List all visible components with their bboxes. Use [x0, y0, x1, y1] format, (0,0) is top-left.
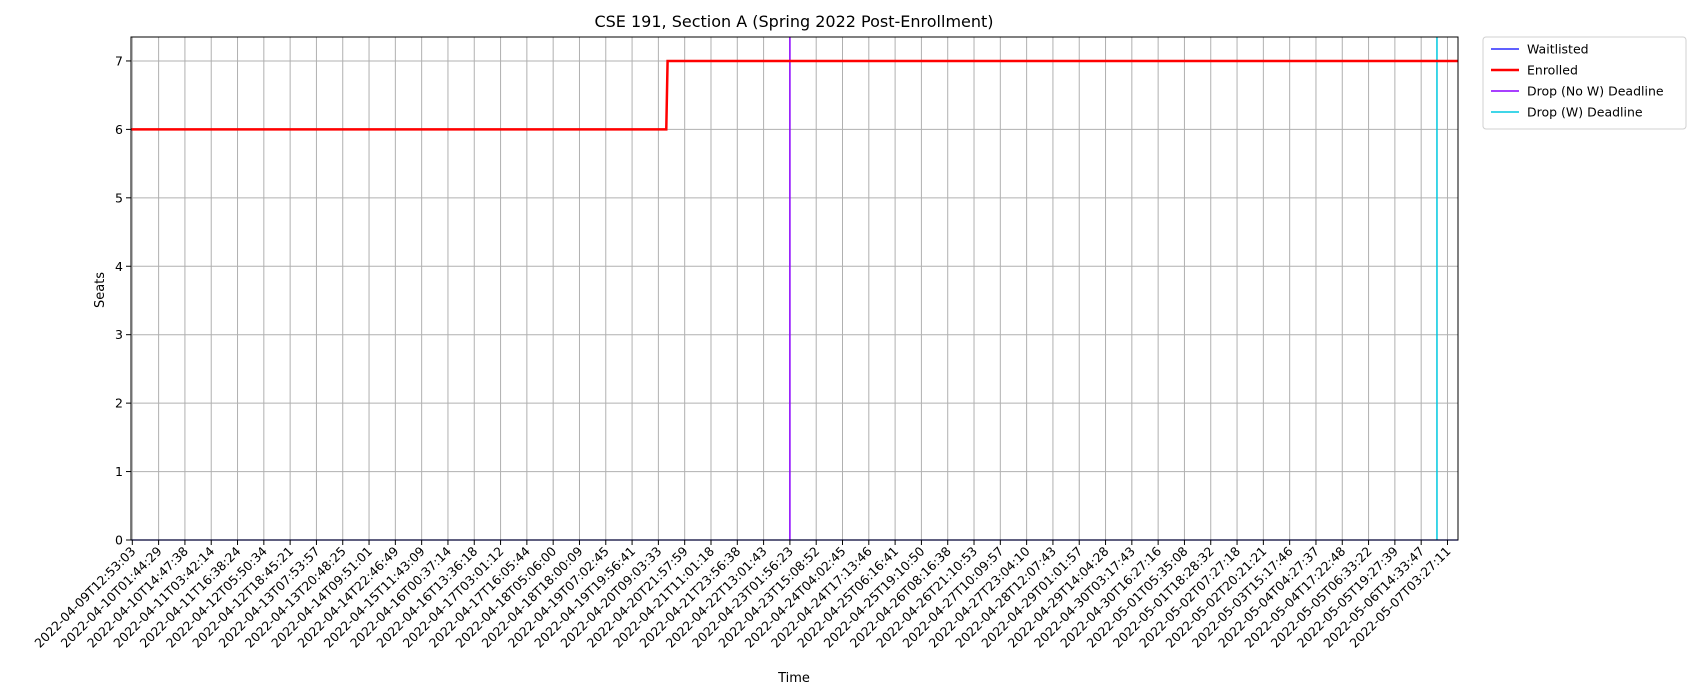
x-axis: 2022-04-09T12:53:032022-04-10T01:44:2920… [31, 540, 1454, 651]
y-tick-label: 4 [115, 259, 123, 274]
y-axis-label: Seats [93, 272, 108, 308]
y-tick-label: 3 [115, 327, 123, 342]
legend-box [1482, 36, 1687, 130]
chart-title: CSE 191, Section A (Spring 2022 Post-Enr… [594, 12, 993, 31]
y-tick-label: 5 [115, 190, 123, 205]
x-axis-label: Time [777, 671, 810, 686]
y-tick-label: 0 [115, 533, 123, 548]
y-tick-label: 7 [115, 53, 123, 68]
legend-label: Drop (No W) Deadline [1527, 84, 1664, 99]
series-line [131, 59, 1458, 131]
grid-lines [131, 37, 1458, 541]
plot-frame [130, 36, 1459, 541]
y-tick-label: 1 [115, 464, 123, 479]
y-axis: 0 1 2 3 4 5 6 7 [115, 53, 131, 548]
legend-label: Drop (W) Deadline [1527, 105, 1643, 120]
y-tick-label: 2 [115, 396, 123, 411]
plot-lines [131, 37, 1458, 541]
y-tick-label: 6 [115, 122, 123, 137]
legend: Waitlisted Enrolled Drop (No W) Deadline Dr… [1482, 36, 1687, 130]
legend-label: Enrolled [1527, 63, 1578, 78]
legend-label: Waitlisted [1527, 42, 1589, 57]
